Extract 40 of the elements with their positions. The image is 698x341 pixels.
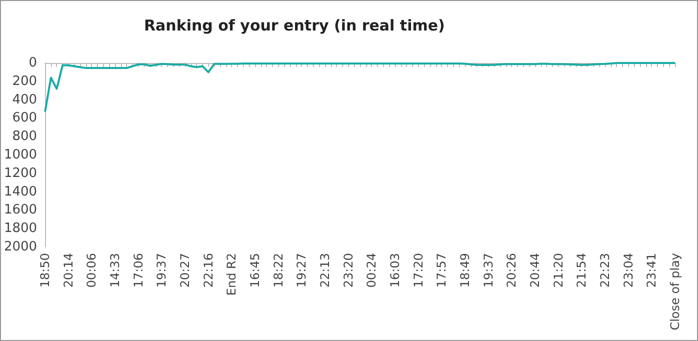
x-tick-label: 00:06 [84, 253, 99, 288]
y-tick-label: 800 [12, 129, 38, 144]
y-tick-label: 2000 [4, 240, 38, 254]
x-tick-label: 22:23 [598, 253, 612, 288]
x-tick-label: 23:04 [621, 253, 636, 288]
y-tick-label: 1800 [4, 221, 38, 236]
x-tick-label: 17:06 [131, 253, 146, 288]
y-tick-label: 1600 [4, 202, 38, 218]
x-tick-label: 16:03 [388, 253, 402, 288]
y-tick-label: 200 [12, 74, 38, 89]
x-tick-label: 19:37 [481, 253, 496, 288]
chart-title: Ranking of your entry (in real time) [144, 16, 445, 34]
y-tick-label: 1000 [4, 148, 38, 162]
y-tick-label: 0 [28, 56, 38, 70]
x-tick-label: 17:20 [411, 253, 426, 288]
x-tick-label: 23:20 [341, 253, 356, 288]
x-tick-label: 19:27 [294, 253, 309, 288]
x-tick-label: 18:22 [271, 253, 286, 288]
x-tick-label: 21:20 [551, 253, 566, 288]
x-tick-label: 21:54 [574, 253, 589, 288]
y-tick-label: 600 [12, 110, 38, 126]
x-tick-label: 17:57 [434, 253, 449, 288]
y-tick-label: 1400 [4, 184, 38, 200]
x-tick-label: 18:50 [38, 253, 52, 288]
x-tick-label: 18:49 [458, 253, 472, 288]
x-tick-label: Close of play [668, 253, 682, 330]
x-tick-label: 00:24 [364, 253, 379, 288]
y-tick-label: 1200 [4, 166, 38, 181]
x-tick-label: 19:37 [154, 253, 169, 288]
x-tick-label: 20:27 [178, 253, 192, 288]
x-tick-label: 20:26 [504, 253, 519, 288]
x-tick-label: 22:13 [318, 253, 332, 288]
x-tick-label: 23:41 [644, 253, 659, 288]
x-tick-label: 22:16 [201, 253, 216, 288]
x-tick-label: 20:44 [528, 253, 542, 288]
x-tick-label: 20:14 [61, 253, 76, 288]
x-tick-label: 14:33 [108, 253, 122, 288]
y-tick-label: 400 [12, 92, 38, 108]
x-tick-label: End R2 [224, 253, 239, 296]
x-tick-label: 16:45 [248, 253, 262, 288]
